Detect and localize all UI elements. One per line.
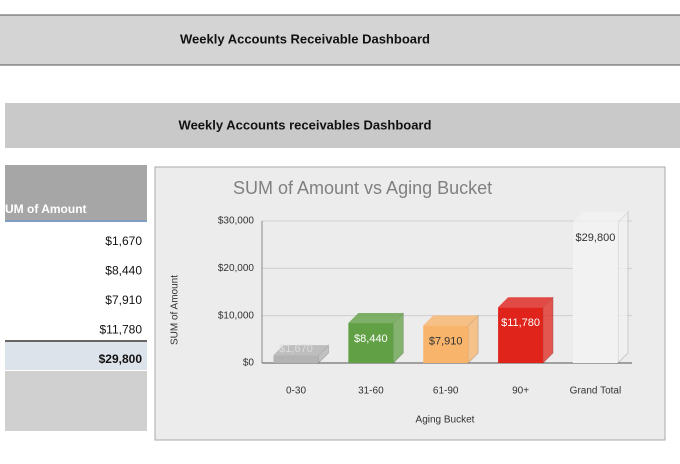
plot: $0 $10,000 $20,000 $30,000 0-30 $1,670 31-60 $8…	[218, 210, 632, 397]
bar-top	[498, 297, 554, 308]
x-tick-label: 90+	[512, 386, 529, 397]
x-tick-label: 0-30	[286, 386, 306, 397]
y-tick-label: $10,000	[218, 310, 255, 321]
bar-top	[423, 315, 479, 326]
bar	[348, 323, 394, 363]
x-axis-title: Aging Bucket	[416, 415, 475, 426]
bar-side	[617, 210, 629, 365]
x-tick-label: 61-90	[433, 386, 459, 397]
y-tick-label: $0	[243, 358, 255, 369]
table-cell: $11,780	[100, 323, 143, 337]
bar-top	[572, 211, 628, 222]
table-cell: $8,440	[105, 264, 142, 278]
table-cell: $7,910	[105, 293, 142, 307]
value-label: $7,910	[429, 335, 463, 347]
table-cell: $1,670	[105, 234, 142, 248]
table-rows: $1,670 $8,440 $7,910 $11,780	[100, 234, 143, 337]
banner-title: Weekly Accounts receivables Dashboard	[179, 117, 432, 132]
banner	[5, 103, 680, 148]
header-band	[0, 15, 680, 65]
y-axis-title: SUM of Amount	[170, 275, 181, 345]
chart-title: SUM of Amount vs Aging Bucket	[233, 178, 492, 198]
table-total: $29,800	[99, 352, 143, 366]
value-label: $11,780	[501, 317, 540, 329]
bar-side	[542, 296, 554, 365]
table-total-cell	[5, 342, 147, 370]
bar-top	[348, 313, 404, 324]
bar	[572, 221, 618, 363]
y-tick-label: $20,000	[218, 263, 255, 274]
value-label: $29,800	[576, 232, 616, 244]
x-tick-label: Grand Total	[570, 386, 622, 397]
bar	[273, 355, 319, 363]
x-tick-label: 31-60	[358, 386, 384, 397]
y-tick-label: $30,000	[218, 216, 255, 227]
bar	[498, 307, 544, 363]
header-title: Weekly Accounts Receivable Dashboard	[180, 31, 430, 46]
value-label: $8,440	[354, 333, 388, 345]
table-blank	[5, 371, 147, 431]
table-header: UM of Amount	[5, 202, 87, 216]
table-header-cell	[5, 165, 147, 220]
bar-top	[273, 345, 329, 356]
value-label: $1,670	[279, 343, 313, 355]
bar	[423, 325, 469, 363]
